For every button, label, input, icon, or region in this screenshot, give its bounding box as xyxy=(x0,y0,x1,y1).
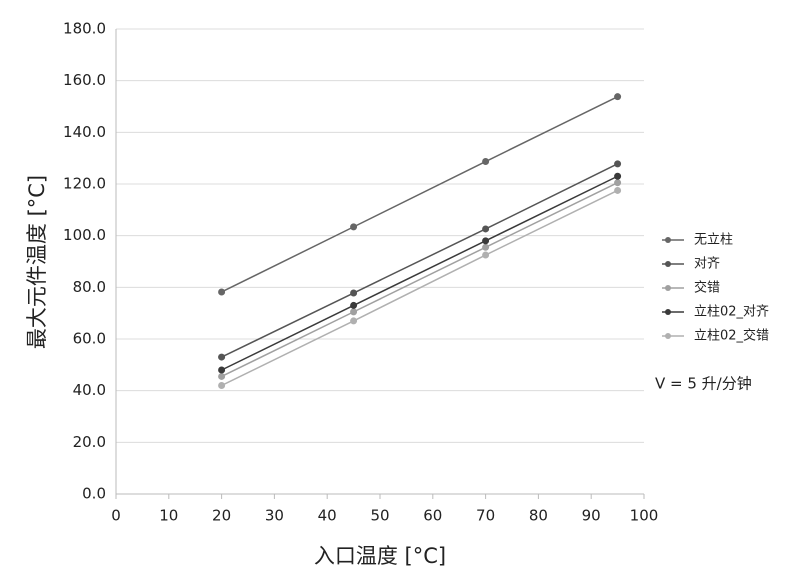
data-point xyxy=(218,382,226,389)
x-tick-label: 30 xyxy=(265,507,284,525)
y-tick-label: 80.0 xyxy=(73,278,106,296)
series-line xyxy=(221,163,618,358)
x-tick-label: 100 xyxy=(630,507,659,525)
data-point xyxy=(482,237,490,245)
y-tick-label: 0.0 xyxy=(82,485,106,503)
x-tick-label: 50 xyxy=(370,507,389,525)
data-point xyxy=(350,301,358,309)
y-tick-label: 60.0 xyxy=(73,330,106,348)
y-tick-label: 40.0 xyxy=(73,381,106,399)
x-tick-label: 0 xyxy=(111,507,121,525)
x-axis-title: 入口温度 [°C] xyxy=(314,544,446,568)
legend-label: 立柱02_交错 xyxy=(694,328,769,344)
x-tick-label: 20 xyxy=(212,507,231,525)
data-point xyxy=(218,372,226,380)
data-point xyxy=(614,179,622,187)
x-tick-label: 10 xyxy=(159,507,178,525)
legend-label: 无立柱 xyxy=(694,233,733,248)
data-point xyxy=(350,223,358,231)
data-point xyxy=(614,186,622,194)
legend-marker xyxy=(665,237,671,243)
series-line xyxy=(221,175,618,371)
x-tick-label: 40 xyxy=(318,507,337,525)
data-point xyxy=(350,289,358,297)
series-line xyxy=(221,189,618,387)
y-axis-title: 最大元件温度 [°C] xyxy=(25,175,49,349)
legend-marker xyxy=(665,309,671,315)
data-point xyxy=(482,243,490,251)
data-point xyxy=(482,251,490,259)
x-tick-label: 60 xyxy=(423,507,442,525)
data-point xyxy=(482,158,490,166)
y-tick-label: 120.0 xyxy=(63,175,106,193)
x-tick-label: 90 xyxy=(582,507,601,525)
data-point xyxy=(350,317,358,325)
data-point xyxy=(614,172,622,180)
annotation: V = 5 升/分钟 xyxy=(655,375,752,393)
data-point xyxy=(614,160,622,168)
legend-marker xyxy=(665,285,671,291)
data-point xyxy=(350,308,358,316)
x-tick-label: 80 xyxy=(529,507,548,525)
legend-label: 对齐 xyxy=(694,256,720,272)
y-tick-label: 140.0 xyxy=(63,123,106,141)
data-point xyxy=(218,353,226,361)
data-point xyxy=(218,288,226,296)
x-tick-label: 70 xyxy=(476,507,495,525)
data-point xyxy=(482,225,490,233)
data-point xyxy=(614,93,622,101)
y-tick-label: 20.0 xyxy=(73,433,106,451)
y-tick-label: 160.0 xyxy=(63,71,106,89)
legend-marker xyxy=(665,261,671,267)
legend-marker xyxy=(665,333,671,339)
legend-label: 交错 xyxy=(694,280,720,296)
series-line xyxy=(221,182,618,378)
series-line xyxy=(221,96,618,293)
y-tick-label: 100.0 xyxy=(63,226,106,244)
legend-label: 立柱02_对齐 xyxy=(694,304,769,320)
y-tick-label: 180.0 xyxy=(63,20,106,38)
data-point xyxy=(218,366,226,374)
